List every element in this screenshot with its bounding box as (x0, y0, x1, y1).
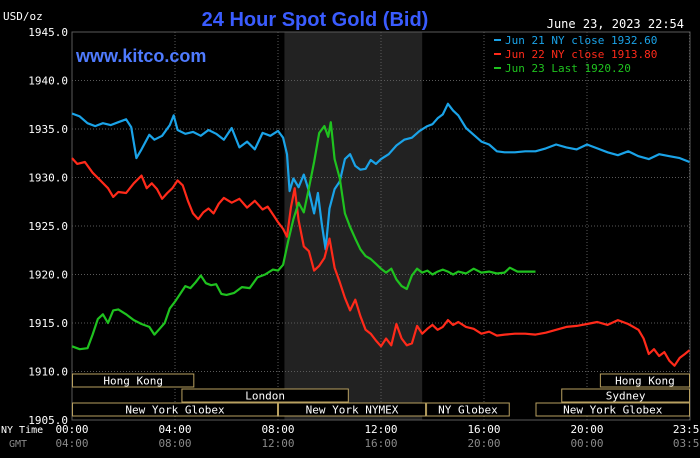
session-label: Sydney (606, 390, 646, 403)
series-line-jun21 (71, 102, 690, 251)
session-box (72, 402, 278, 417)
chart-title: 24 Hour Spot Gold (Bid) (202, 9, 429, 31)
x-tick-label-ny: 12:00 (364, 423, 397, 436)
session-box (181, 388, 349, 403)
y-tick-label: 1920.0 (28, 269, 68, 282)
session-box (599, 373, 690, 388)
x-axis: 00:0004:0004:0008:0008:0012:0012:0016:00… (55, 423, 700, 450)
series-line-jun23 (71, 121, 536, 351)
unit-label: USD/oz (3, 10, 43, 23)
y-axis: 1945.0 1940.0 1935.0 1930.0 1925.0 1920.0 1915… (28, 26, 68, 427)
series-line-jun22 (71, 157, 691, 367)
legend-entry: Jun 23 Last 1920.20 (505, 62, 631, 75)
session-label: NY Globex (438, 404, 498, 417)
x-tick-label-gmt: 20:00 (467, 437, 500, 450)
session-label: Hong Kong (103, 375, 163, 388)
grid-lines (71, 31, 691, 421)
x-tick-label-gmt: 12:00 (261, 437, 294, 450)
y-tick-label: 1935.0 (28, 123, 68, 136)
gmt-label: GMT (9, 439, 27, 450)
x-tick-label-gmt: 16:00 (364, 437, 397, 450)
kitco-watermark: www.kitco.com (75, 46, 206, 66)
session-box (561, 388, 690, 403)
session-label: London (245, 390, 285, 403)
x-tick-label-ny: 04:00 (158, 423, 191, 436)
session-label: Hong Kong (615, 375, 675, 388)
y-tick-label: 1940.0 (28, 75, 68, 88)
series-lines (71, 102, 691, 367)
y-tick-label: 1910.0 (28, 366, 68, 379)
y-tick-label: 1945.0 (28, 26, 68, 39)
x-tick-label-gmt: 08:00 (158, 437, 191, 450)
session-label: New York NYMEX (306, 404, 399, 417)
session-box (72, 373, 195, 388)
ny-time-label: NY Time (1, 425, 43, 436)
x-tick-label-gmt: 00:00 (570, 437, 603, 450)
x-tick-label-ny: 08:00 (261, 423, 294, 436)
x-tick-label-ny: 23:59 (673, 423, 700, 436)
legend-entry: Jun 22 NY close 1913.80 (505, 48, 657, 61)
legend-entry: Jun 21 NY close 1932.60 (505, 34, 657, 47)
x-tick-label-ny: 00:00 (55, 423, 88, 436)
y-tick-label: 1905.0 (28, 414, 68, 427)
session-label: New York Globex (125, 404, 225, 417)
session-box (535, 402, 690, 417)
plot-frame (71, 31, 691, 421)
x-tick-label-gmt: 04:00 (55, 437, 88, 450)
y-tick-label: 1930.0 (28, 172, 68, 185)
chart-datetime: June 23, 2023 22:54 (547, 17, 684, 31)
market-sessions: Hong Kong London New York Globex New York N… (72, 373, 690, 417)
x-tick-label-ny: 20:00 (570, 423, 603, 436)
y-tick-label: 1925.0 (28, 220, 68, 233)
session-label: New York Globex (563, 404, 663, 417)
session-box (278, 402, 427, 417)
x-tick-label-gmt: 03:59 (673, 437, 700, 450)
x-tick-label-ny: 16:00 (467, 423, 500, 436)
y-tick-label: 1915.0 (28, 317, 68, 330)
nymex-hours-highlight (284, 32, 423, 420)
session-box (426, 402, 510, 417)
